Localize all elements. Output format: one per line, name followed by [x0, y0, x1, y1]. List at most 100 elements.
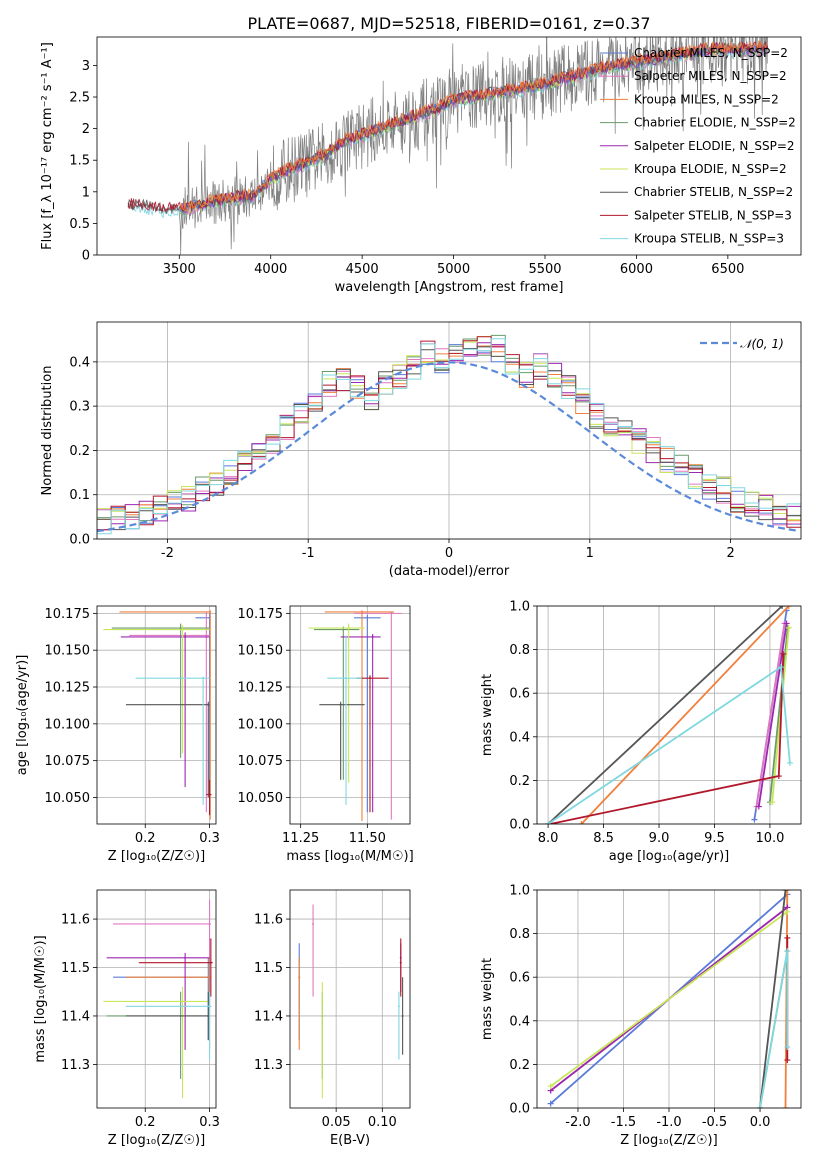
- y-tick-label: 0.4: [509, 1014, 530, 1029]
- data-point: [179, 627, 182, 630]
- x-tick-label: 6500: [711, 262, 744, 277]
- x-axis-label: wavelength [Angstrom, rest frame]: [335, 280, 564, 295]
- legend-label: Salpeter ELODIE, N_SSP=2: [634, 139, 795, 153]
- y-axis-label: mass weight: [480, 674, 495, 756]
- x-tick-label: 6000: [620, 262, 653, 277]
- data-point: [209, 961, 212, 964]
- x-tick-label: 4500: [346, 262, 379, 277]
- y-tick-label: 1: [82, 185, 90, 200]
- weight_vs_Z-lines: [547, 890, 791, 1108]
- data-point: [347, 627, 350, 630]
- y-tick-label: 10.125: [238, 681, 284, 696]
- y-tick-label: 11.3: [61, 1058, 90, 1073]
- y-tick-label: 0.2: [509, 774, 530, 789]
- weight-marker: [784, 948, 791, 955]
- data-point: [208, 793, 211, 796]
- legend-label: Kroupa STELIB, N_SSP=3: [634, 232, 784, 246]
- figure-title: PLATE=0687, MJD=52518, FIBERID=0161, z=0…: [247, 14, 650, 33]
- weight-marker: [784, 934, 791, 941]
- residual-histogram: [97, 345, 801, 529]
- x-axis-label: Z [log₁₀(Z/Z☉)]: [108, 1133, 205, 1148]
- mass_vs_Z-axes: 0.2 0.3 11.3 11.4 11.5 11.6 Z [log₁₀(Z/Z☉)] mas…: [33, 889, 220, 1148]
- x-tick-label: 11.25: [282, 831, 319, 846]
- weight-line: [759, 890, 787, 1108]
- age_vs_Z-axes: 0.2 0.3 10.050 10.075 10.100 10.125 10.150 10.1…: [15, 605, 220, 864]
- y-tick-label: 0: [82, 249, 90, 264]
- weight_vs_Z-axes: -2.0 -1.5 -1.0 -0.5 0.0 0.0 0.2 0.4 0.6 0.8 1.0 Z […: [480, 884, 802, 1148]
- residual-histogram: [97, 346, 801, 531]
- y-tick-label: 10.050: [45, 791, 91, 806]
- data-point: [209, 610, 212, 613]
- data-point: [401, 1014, 404, 1017]
- y-tick-label: 10.075: [45, 754, 91, 769]
- y-tick-label: 2.5: [69, 91, 90, 106]
- weight-marker: [775, 773, 782, 780]
- panels: 3500 4000 4500 5000 5500 6000 650000.511.522.5…: [15, 36, 802, 1148]
- x-tick-label: 0.2: [135, 831, 156, 846]
- data-point: [361, 610, 363, 613]
- y-tick-label: 11.4: [254, 1009, 283, 1024]
- spectrum-legend: Chabrier MILES, N_SSP=2 Salpeter MILES, N…: [600, 46, 796, 246]
- x-tick-label: 1: [586, 546, 594, 561]
- data-point: [321, 1000, 324, 1003]
- y-axis-label: age [log₁₀(age/yr)]: [15, 655, 30, 776]
- spectrum-axes: 3500 4000 4500 5000 5500 6000 6500 0 0.5 1 1.5 2 2.5…: [40, 36, 802, 295]
- y-tick-label: 1.0: [509, 600, 530, 615]
- data-point: [298, 976, 301, 979]
- weight_vs_age-axes: 8.0 8.5 9.0 9.5 10.0 0.0 0.2 0.4 0.6 0.8 1.0 age [l…: [480, 600, 802, 864]
- x-tick-label: 5500: [528, 262, 561, 277]
- y-tick-label: 10.175: [238, 607, 284, 622]
- age_vs_mass-axes: 11.25 11.50 10.050 10.075 10.100 10.125 10.150…: [238, 605, 414, 864]
- weight-marker: [783, 620, 790, 627]
- weight-marker: [751, 816, 758, 823]
- y-axis-label: mass [log₁₀(M/M☉)]: [33, 935, 48, 1062]
- y-axis-label: Flux [f_λ 10⁻¹⁷ erg cm⁻² s⁻¹ A⁻¹]: [40, 42, 55, 250]
- y-tick-label: 11.5: [254, 961, 283, 976]
- weight-marker: [784, 1043, 791, 1050]
- y-tick-label: 0.1: [69, 488, 90, 503]
- x-axis-label: Z [log₁₀(Z/Z☉)]: [108, 849, 205, 864]
- y-tick-label: 0.6: [509, 687, 530, 702]
- data-point: [345, 677, 347, 680]
- x-tick-label: 10.0: [755, 831, 784, 846]
- x-tick-label: -0.5: [702, 1115, 727, 1130]
- weight-marker: [769, 799, 776, 806]
- data-point: [207, 1014, 210, 1017]
- weight-marker: [778, 664, 785, 671]
- y-tick-label: 0.6: [509, 971, 530, 986]
- legend-label: Chabrier STELIB, N_SSP=2: [634, 185, 793, 199]
- age_vs_mass-points: [308, 610, 402, 822]
- y-tick-label: 10.100: [45, 717, 91, 732]
- residual-histogram: [97, 338, 801, 535]
- y-tick-label: 10.050: [238, 791, 284, 806]
- weight-line: [580, 606, 790, 824]
- y-tick-label: 0.4: [69, 355, 90, 370]
- x-tick-label: 9.0: [649, 831, 670, 846]
- x-tick-label: 9.5: [704, 831, 725, 846]
- y-tick-label: 0.0: [509, 818, 530, 833]
- data-point: [369, 677, 371, 680]
- data-point: [208, 922, 211, 925]
- x-tick-label: 2: [726, 546, 734, 561]
- spectrum-frame: [96, 36, 802, 256]
- weight-line: [547, 606, 783, 824]
- legend-label: Kroupa ELODIE, N_SSP=2: [634, 162, 787, 176]
- residuals-axes: -2 -1 0 1 2 0.0 0.1 0.2 0.3 0.4 (data-model)/error…: [40, 321, 802, 579]
- y-tick-label: 0.2: [69, 444, 90, 459]
- weight-marker: [784, 890, 791, 893]
- x-tick-label: -2.0: [565, 1115, 590, 1130]
- data-point: [184, 956, 187, 959]
- y-tick-label: 3: [82, 59, 90, 74]
- y-tick-label: 0.0: [69, 533, 90, 548]
- legend-label: Salpeter STELIB, N_SSP=3: [634, 208, 792, 222]
- mass_vs_Z-points: [103, 899, 213, 1099]
- weight_vs_age-lines: [545, 606, 793, 824]
- hist-lines: [97, 334, 801, 535]
- mass_vs_Z-frame: [96, 889, 217, 1109]
- legend-label: Kroupa MILES, N_SSP=2: [634, 92, 779, 106]
- x-tick-label: -2: [161, 546, 174, 561]
- x-axis-label: Z [log₁₀(Z/Z☉)]: [620, 1133, 717, 1148]
- data-point: [184, 635, 187, 638]
- y-tick-label: 0.4: [509, 730, 530, 745]
